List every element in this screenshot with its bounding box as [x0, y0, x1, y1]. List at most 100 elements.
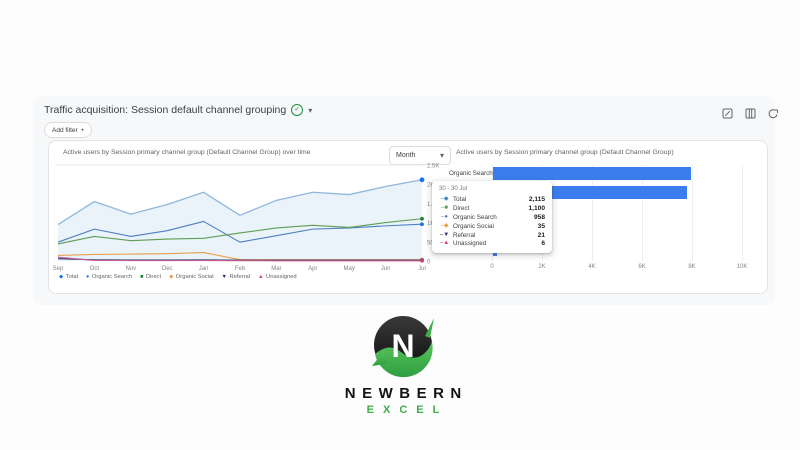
report-toolbar: [722, 108, 779, 119]
logo-mark-icon: N: [372, 316, 434, 378]
legend-marker-icon: ◆: [169, 274, 174, 280]
bar-gridline: [592, 165, 593, 261]
plus-icon: +: [80, 126, 85, 134]
chart-tooltip: 30 - 30 Jul –◆ Total 2,115 –■ Direct 1,100 –● O…: [432, 181, 552, 254]
legend-marker-icon: ▼: [221, 274, 227, 280]
bar-x-tick-label: 6K: [638, 264, 646, 270]
chevron-down-icon: ▾: [439, 151, 444, 160]
data-quality-check-icon[interactable]: ✓: [291, 104, 304, 116]
y-tick-label: 2K: [427, 183, 434, 189]
legend-label: Unassigned: [266, 274, 297, 280]
tooltip-series-marker-icon: –●: [441, 213, 448, 220]
report-header: Traffic acquisition: Session default cha…: [44, 104, 312, 116]
add-filter-button[interactable]: Add filter +: [44, 122, 93, 138]
tooltip-series-name: Total: [453, 196, 467, 204]
columns-icon[interactable]: [745, 108, 756, 119]
legend-label: Direct: [145, 274, 162, 280]
x-tick-label: Jan: [199, 266, 209, 272]
page-title: Traffic acquisition: Session default cha…: [44, 104, 287, 116]
tooltip-series-marker-icon: –■: [441, 205, 448, 212]
tooltip-series-marker-icon: –▲: [439, 240, 450, 247]
tooltip-series-marker-icon: –◆: [440, 222, 449, 229]
x-tick-label: Nov: [125, 266, 136, 272]
x-tick-label: Sep: [53, 266, 64, 272]
y-tick-label: 2.5K: [427, 164, 439, 170]
legend-marker-icon: ◆: [59, 274, 64, 280]
tooltip-row-organic-social: –◆ Organic Social 35: [439, 222, 545, 231]
series-endpoint-direct: [420, 216, 424, 221]
bar-x-tick-label: 4K: [588, 264, 596, 270]
legend-marker-icon: ■: [140, 274, 144, 280]
bar-category-label: Organic Search: [449, 170, 493, 177]
x-tick-label: May: [344, 266, 355, 272]
tooltip-row-referral: –▼ Referral 21: [439, 231, 545, 240]
bar-gridline: [692, 165, 693, 261]
series-endpoint-organic-search: [420, 222, 424, 227]
legend-marker-icon: ▲: [258, 274, 264, 280]
tooltip-series-value: 21: [537, 231, 545, 239]
x-tick-label: Jun: [381, 266, 391, 272]
tooltip-series-name: Organic Search: [453, 213, 497, 221]
add-filter-label: Add filter: [52, 126, 78, 134]
legend-label: Total: [65, 274, 78, 280]
x-tick-label: Oct: [90, 266, 100, 272]
legend-label: Organic Search: [91, 274, 133, 280]
logo-text-secondary: EXCEL: [366, 404, 449, 416]
legend-item-organic-search: ● Organic Search: [86, 274, 132, 280]
tooltip-row-organic-search: –● Organic Search 958: [439, 213, 545, 222]
line-chart-legend: ◆ Total ● Organic Search ■ Direct ◆ Organic Soc…: [59, 274, 297, 280]
series-line-unassigned: [57, 256, 422, 262]
legend-marker-icon: ●: [85, 274, 90, 280]
svg-text:N: N: [391, 328, 414, 364]
legend-item-total: ◆ Total: [59, 274, 78, 280]
x-tick-label: Mar: [271, 266, 281, 272]
x-tick-label: Jul: [418, 266, 426, 272]
tooltip-series-name: Referral: [453, 231, 476, 239]
legend-item-organic-social: ◆ Organic Social: [169, 274, 213, 280]
x-tick-label: Apr: [308, 266, 317, 272]
notes-icon[interactable]: [722, 108, 733, 119]
bar-gridline: [642, 165, 643, 261]
bar-organic-search[interactable]: [493, 167, 691, 180]
x-tick-label: Feb: [235, 266, 246, 272]
tooltip-row-total: –◆ Total 2,115: [439, 196, 545, 205]
tooltip-row-unassigned: –▲ Unassigned 6: [439, 239, 545, 248]
series-line-direct: [57, 218, 423, 245]
legend-item-direct: ■ Direct: [140, 274, 161, 280]
tooltip-series-value: 35: [537, 222, 545, 230]
bar-x-tick-label: 10K: [736, 264, 748, 270]
tooltip-series-value: 958: [533, 213, 545, 221]
tooltip-series-name: Direct: [453, 205, 470, 213]
tooltip-series-value: 6: [541, 240, 545, 248]
tooltip-row-direct: –■ Direct 1,100: [439, 204, 545, 213]
bar-x-tick-label: 0: [490, 264, 494, 270]
bar-chart-title: Active users by Session primary channel …: [456, 149, 674, 156]
y-tick-label: 1K: [427, 221, 434, 227]
total-area-fill: [58, 179, 422, 261]
series-endpoint-total: [419, 177, 425, 183]
tooltip-series-value: 2,115: [528, 196, 545, 204]
logo-text-primary: NEWBERN: [344, 385, 468, 402]
series-line-organic-search: [57, 220, 423, 243]
tooltip-series-marker-icon: –▼: [439, 231, 450, 238]
tooltip-series-name: Organic Social: [453, 222, 494, 230]
chevron-down-icon[interactable]: ▾: [308, 105, 313, 115]
granularity-value: Month: [396, 152, 416, 159]
x-tick-label: Dec: [162, 266, 173, 272]
legend-item-referral: ▼ Referral: [222, 274, 251, 280]
bar-x-tick-label: 2K: [538, 264, 546, 270]
tooltip-series-value: 1,100: [528, 205, 545, 213]
share-icon[interactable]: [768, 108, 779, 119]
tooltip-series-marker-icon: –◆: [440, 196, 449, 203]
line-chart-title: Active users by Session primary channel …: [63, 149, 311, 156]
tooltip-series-name: Unassigned: [453, 240, 487, 248]
y-tick-label: 0: [427, 260, 431, 266]
legend-item-unassigned: ▲ Unassigned: [258, 274, 297, 280]
series-endpoint-unassigned: [420, 258, 424, 263]
tooltip-date-range: 30 - 30 Jul: [439, 186, 468, 192]
legend-label: Referral: [229, 274, 251, 280]
bar-gridline: [742, 165, 743, 261]
newbern-excel-logo: N NEWBERN EXCEL: [300, 314, 506, 416]
series-line-total: [57, 179, 423, 226]
